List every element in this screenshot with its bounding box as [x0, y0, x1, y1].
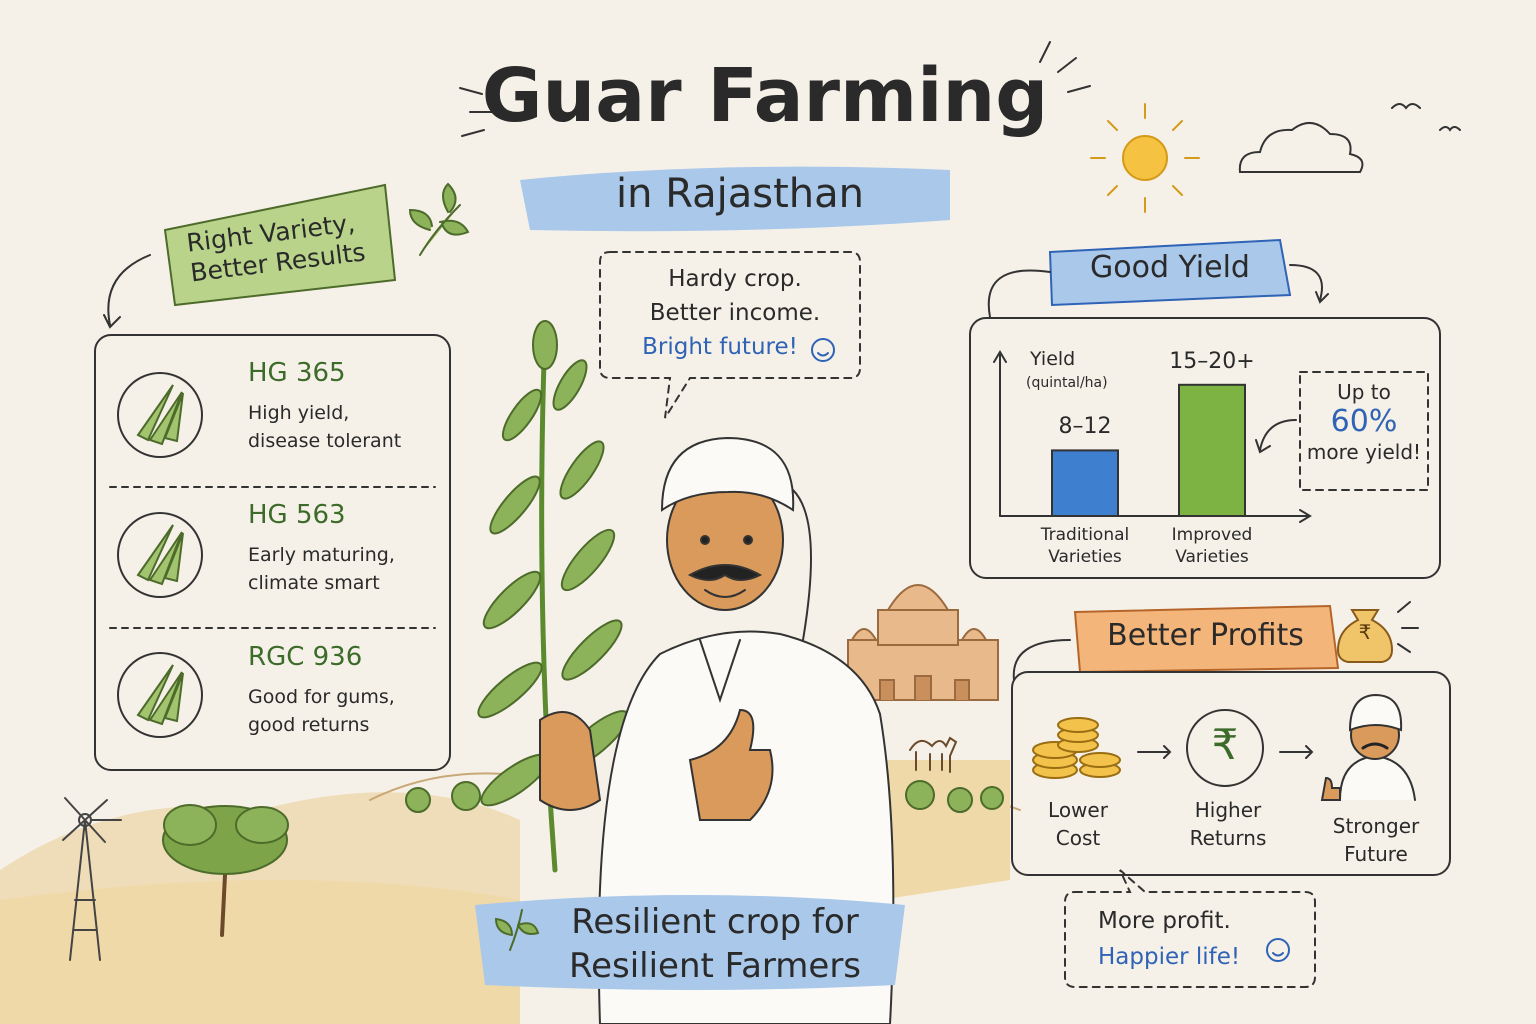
- footer: Resilient crop for Resilient Farmers: [500, 900, 930, 988]
- footer-line: Resilient Farmers: [568, 946, 862, 986]
- bar: [1178, 383, 1246, 517]
- speech-line: Better income.: [649, 300, 821, 326]
- bushes: [405, 780, 1004, 813]
- sprig: [494, 909, 540, 951]
- variety-description: Early maturing,: [248, 544, 395, 566]
- variety-name: HG 365: [248, 358, 346, 388]
- sun: [1090, 103, 1200, 213]
- profit-bubble: [1064, 869, 1316, 988]
- callout-text: Up to 60% more yield!: [1300, 380, 1428, 464]
- variety-description: good returns: [248, 714, 370, 736]
- category-label: Traditional Varieties: [1040, 525, 1130, 567]
- y-unit: (quintal/ha): [1026, 375, 1108, 391]
- title-sparks: [459, 41, 1091, 137]
- yield-card: [969, 317, 1441, 579]
- step-label: Higher Returns: [1189, 798, 1267, 850]
- rupee-circle: [1186, 709, 1264, 787]
- callout-highlight: 60%: [1330, 404, 1398, 439]
- step-label: Stronger Future: [1332, 814, 1420, 866]
- coins: [1032, 717, 1121, 779]
- arrow: [103, 254, 151, 329]
- bar: [1051, 449, 1119, 517]
- subtitle: in Rajasthan: [616, 171, 864, 217]
- category-label: Improved Varieties: [1171, 525, 1253, 567]
- callout-box: [1299, 371, 1429, 491]
- birds: [1391, 103, 1461, 132]
- banner: [1048, 238, 1292, 307]
- variety-name: HG 563: [248, 500, 346, 530]
- variety-description: High yield,: [248, 402, 350, 424]
- fort: [847, 584, 999, 701]
- arrow: [987, 264, 1329, 318]
- mini-farmer: [1320, 693, 1416, 801]
- yield-banner: Good Yield: [1090, 250, 1250, 285]
- smiley: [811, 338, 835, 362]
- smiley: [1266, 938, 1290, 962]
- speech-text: Hardy crop. Better income. Bright future…: [610, 262, 860, 364]
- windmill: [62, 797, 122, 961]
- speech-highlight: Bright future!: [642, 334, 798, 360]
- value-label: 8–12: [1058, 414, 1112, 440]
- speech-bubble: [599, 251, 861, 419]
- tree: [162, 804, 289, 937]
- value-label: 15–20+: [1169, 348, 1255, 374]
- callout-top: Up to: [1337, 380, 1391, 404]
- bag-symbol: ₹: [1358, 620, 1372, 644]
- variety-description: Good for gums,: [248, 686, 395, 708]
- cloud: [1238, 122, 1364, 173]
- bubble-highlight: Happier life!: [1098, 944, 1241, 970]
- arrow: [1012, 639, 1071, 681]
- profits-card: [1011, 671, 1451, 876]
- banner: [163, 183, 397, 307]
- rupee-symbol: ₹: [1211, 720, 1239, 769]
- banner: [1073, 604, 1340, 674]
- divider: [109, 486, 436, 629]
- pod-icons: [117, 372, 203, 738]
- title: Guar Farming: [481, 53, 1049, 139]
- arrow: [1255, 419, 1297, 454]
- variety-card: [94, 334, 451, 771]
- speech-line: Hardy crop.: [668, 266, 802, 292]
- desert: [880, 760, 1010, 900]
- sprig: [408, 182, 470, 256]
- title-brush: [520, 166, 950, 232]
- variety-description: climate smart: [248, 572, 380, 594]
- footer-brush: [475, 895, 905, 990]
- callout-bottom: more yield!: [1306, 440, 1422, 464]
- step-label: Lower Cost: [1048, 798, 1108, 850]
- variety-description: disease tolerant: [248, 430, 402, 452]
- desert: [0, 880, 520, 1024]
- bubble-line: More profit.: [1098, 908, 1231, 934]
- profits-banner: Better Profits: [1107, 618, 1304, 653]
- y-label: Yield: [1030, 348, 1076, 370]
- footer-line: Resilient crop for: [571, 902, 859, 942]
- y-axis: [993, 350, 1007, 517]
- money-bag: [1336, 609, 1394, 663]
- camel: [909, 736, 958, 773]
- step-arrow: [1137, 745, 1314, 759]
- x-axis: [999, 509, 1312, 523]
- variety-name: RGC 936: [248, 642, 363, 672]
- profit-bubble-text: More profit. Happier life!: [1098, 903, 1240, 975]
- bag-sparks: [1397, 601, 1419, 653]
